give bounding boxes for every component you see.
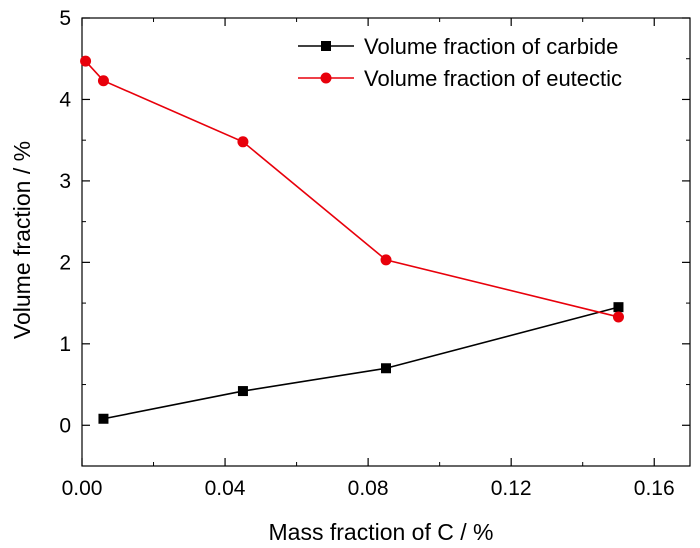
y-tick-label: 5 [59,7,71,30]
carbide-series-line [103,306,619,420]
x-tick-label: 0.00 [62,477,103,500]
carbide-point [613,302,624,313]
y-axis-title: Volume fraction / % [9,141,35,339]
x-tick-label: 0.04 [205,477,246,500]
plot-frame [81,17,691,467]
carbide-legend-label: Volume fraction of carbide [364,34,618,59]
eutectic-point [97,75,109,87]
x-tick-label: 0.12 [491,477,532,500]
carbide-point [237,386,248,397]
y-tick-label: 3 [59,170,71,193]
eutectic-series-line [84,60,619,318]
eutectic-point [80,55,92,67]
y-tick-label: 2 [59,251,71,274]
carbide-point [98,413,109,424]
eutectic-legend-marker [320,72,332,84]
y-tick-label: 4 [59,88,71,111]
eutectic-point [380,254,392,266]
y-tick-label: 0 [59,414,71,437]
x-tick-label: 0.08 [348,477,389,500]
eutectic-legend-label: Volume fraction of eutectic [364,66,622,91]
x-tick-label: 0.16 [634,477,675,500]
carbide-point [381,363,391,374]
y-tick-label: 1 [59,333,71,356]
carbide-legend-marker [321,41,331,51]
eutectic-point [237,136,249,148]
eutectic-point [612,311,624,323]
x-axis-title: Mass fraction of C / % [269,519,494,545]
